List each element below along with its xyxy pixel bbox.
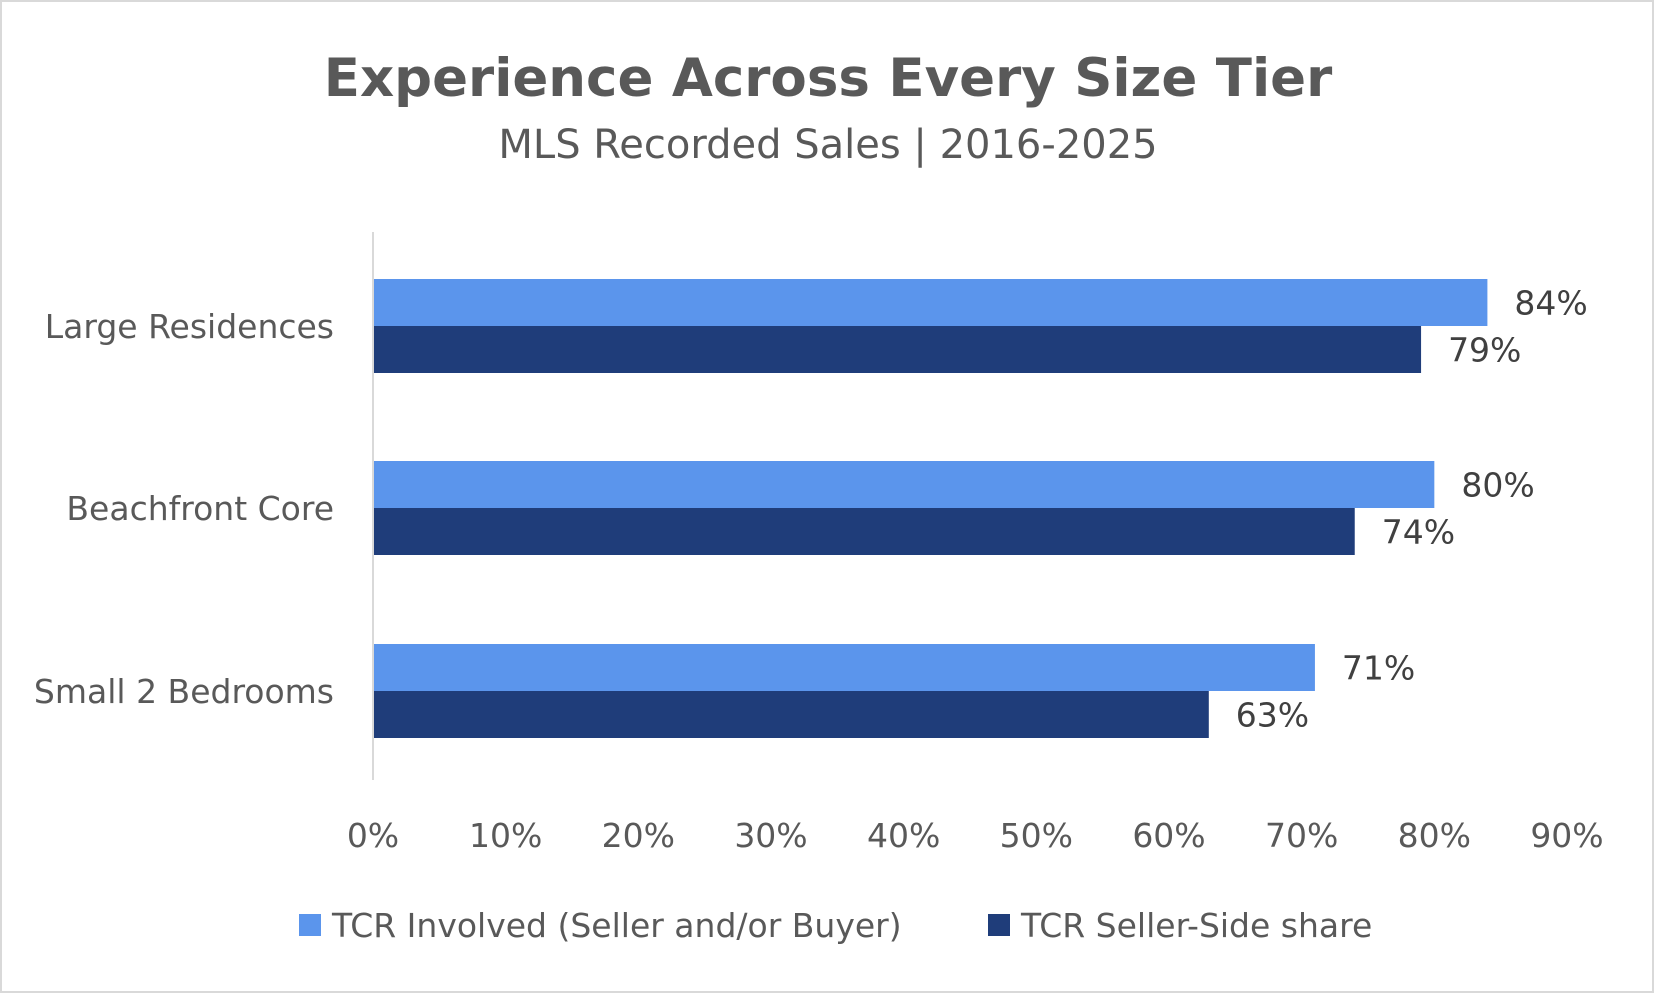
category-label: Large Residences [45, 307, 334, 346]
x-tick-label: 10% [469, 816, 542, 855]
bar-involved [374, 644, 1315, 691]
bar-involved [374, 279, 1488, 326]
x-tick-label: 50% [1000, 816, 1073, 855]
x-tick-label: 40% [867, 816, 940, 855]
data-label: 71% [1342, 649, 1415, 688]
data-label: 63% [1236, 696, 1309, 735]
x-tick-label: 20% [602, 816, 675, 855]
category-label: Small 2 Bedrooms [34, 672, 334, 711]
legend-swatch [988, 914, 1010, 936]
legend: TCR Involved (Seller and/or Buyer) TCR Se… [299, 906, 1372, 945]
x-tick-label: 0% [347, 816, 399, 855]
data-label: 79% [1448, 331, 1521, 370]
x-tick-label: 70% [1265, 816, 1338, 855]
legend-swatch [299, 914, 321, 936]
x-tick-label: 80% [1398, 816, 1471, 855]
bar-seller-side [374, 691, 1209, 738]
chart-subtitle: MLS Recorded Sales | 2016-2025 [498, 122, 1157, 168]
category-label: Beachfront Core [66, 489, 334, 528]
bar-seller-side [374, 326, 1422, 373]
chart-title: Experience Across Every Size Tier [324, 48, 1332, 109]
bar-seller-side [374, 508, 1355, 555]
data-label: 74% [1382, 513, 1455, 552]
x-tick-label: 30% [734, 816, 807, 855]
legend-label: TCR Involved (Seller and/or Buyer) [331, 906, 902, 945]
x-tick-label: 60% [1132, 816, 1205, 855]
data-label: 80% [1461, 466, 1534, 505]
x-tick-label: 90% [1530, 816, 1603, 855]
data-label: 84% [1514, 284, 1587, 323]
bar-involved [374, 461, 1435, 508]
plot-area: Large Residences Beachfront Core Small 2 B… [34, 232, 1604, 855]
legend-label: TCR Seller-Side share [1020, 906, 1372, 945]
